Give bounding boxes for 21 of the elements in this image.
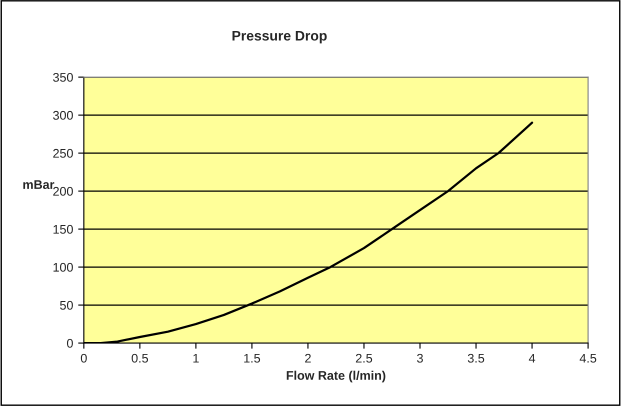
y-tick-label: 100: [54, 262, 73, 272]
y-tick-label: 150: [54, 224, 73, 234]
x-axis-title: Flow Rate (l/min): [286, 370, 386, 382]
x-tick-label: 1: [193, 354, 199, 363]
chart-title: Pressure Drop: [232, 30, 327, 44]
y-tick-label: 250: [53, 148, 73, 158]
y-tick-label: 0: [66, 338, 73, 348]
y-tick-label: 50: [60, 300, 73, 310]
x-tick-label: 3: [417, 354, 423, 363]
y-tick-label: 200: [53, 186, 73, 196]
x-tick-label: 2.5: [356, 354, 372, 363]
x-tick-label: 4: [528, 354, 536, 363]
x-tick-label: 2: [305, 354, 311, 363]
x-tick-label: 3.5: [468, 354, 484, 363]
x-tick-label: 0.5: [132, 354, 148, 363]
x-tick-label: 1.5: [244, 354, 260, 363]
x-tick-label: 0: [80, 354, 87, 363]
y-tick-label: 300: [53, 110, 73, 120]
x-tick-label: 4.5: [580, 354, 596, 363]
y-tick-label: 350: [53, 72, 73, 82]
y-axis-title: mBar: [23, 180, 54, 190]
